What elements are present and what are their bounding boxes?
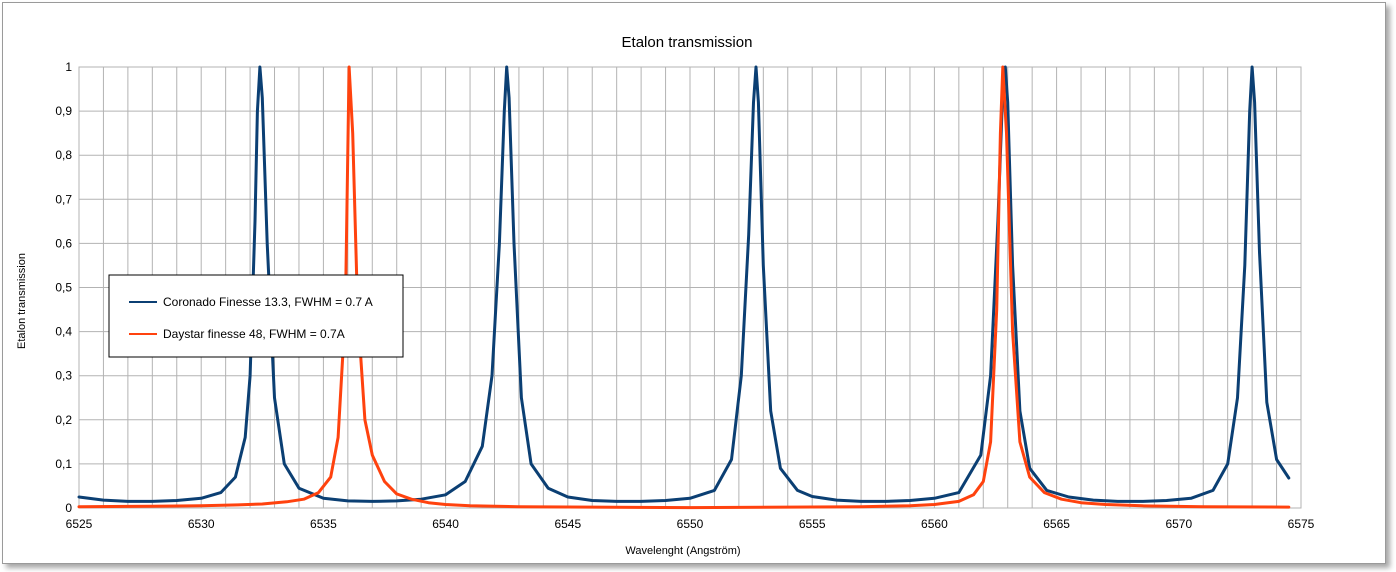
x-tick-label: 6575	[1288, 517, 1315, 531]
x-tick-label: 6550	[677, 517, 704, 531]
chart-title: Etalon transmission	[622, 34, 753, 51]
x-tick-label: 6545	[554, 517, 581, 531]
x-tick-label: 6540	[432, 517, 459, 531]
y-tick-label: 0,2	[55, 413, 72, 427]
chart-frame: Etalon transmission 6525 6530 6535 6540 6545…	[2, 2, 1386, 564]
y-tick-label: 0,1	[55, 457, 72, 471]
x-axis-label: Wavelenght (Angström)	[625, 545, 740, 557]
y-axis: 0 0,1 0,2 0,3 0,4 0,5 0,6 0,7 0,8 0,9 1	[55, 60, 72, 515]
y-tick-label: 1	[65, 60, 72, 74]
legend-entry-daystar: Daystar finesse 48, FWHM = 0.7A	[163, 327, 345, 341]
etalon-transmission-chart: Etalon transmission 6525 6530 6535 6540 6545…	[16, 34, 1315, 557]
series-line-daystar	[77, 65, 1291, 510]
x-tick-label: 6525	[66, 517, 93, 531]
series-lines	[77, 65, 1291, 510]
y-axis-label: Etalon transmission	[16, 253, 28, 349]
y-tick-label: 0,6	[55, 236, 72, 250]
series-line-coronado	[77, 65, 1291, 503]
legend-box	[108, 274, 404, 358]
x-tick-label: 6560	[921, 517, 948, 531]
y-tick-label: 0,3	[55, 369, 72, 383]
y-tick-label: 0,9	[55, 104, 72, 118]
y-tick-label: 0,4	[55, 325, 72, 339]
x-axis: 6525 6530 6535 6540 6545 6550 6555 6560 6565 6570…	[66, 517, 1315, 531]
y-tick-label: 0,7	[55, 192, 72, 206]
y-tick-label: 0,8	[55, 148, 72, 162]
legend: Coronado Finesse 13.3, FWHM = 0.7 A Days…	[108, 274, 404, 358]
x-tick-label: 6555	[799, 517, 826, 531]
y-tick-label: 0,5	[55, 281, 72, 295]
x-tick-label: 6530	[188, 517, 215, 531]
legend-entry-coronado: Coronado Finesse 13.3, FWHM = 0.7 A	[163, 295, 373, 309]
x-tick-label: 6535	[310, 517, 337, 531]
y-tick-label: 0	[65, 501, 72, 515]
x-tick-label: 6570	[1165, 517, 1192, 531]
x-tick-label: 6565	[1043, 517, 1070, 531]
